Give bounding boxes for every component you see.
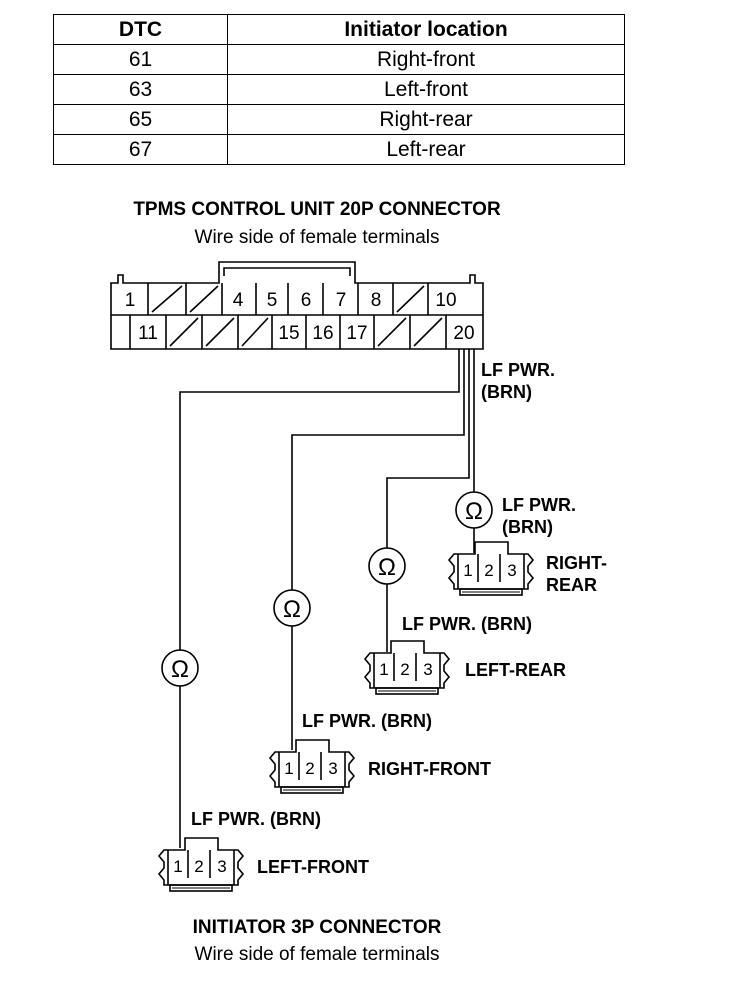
- ohmmeter-right-rear: [455, 491, 493, 529]
- pin-label: 2: [400, 660, 409, 679]
- initiator-connector-right-front: [268, 739, 356, 794]
- pin-label: 1: [173, 857, 182, 876]
- pin-label: 16: [312, 323, 333, 344]
- pin-label: 1: [284, 759, 293, 778]
- wire-label: (BRN): [502, 517, 553, 537]
- initiator-location: Left-rear: [227, 134, 625, 165]
- pin-label: 3: [328, 759, 337, 778]
- pin-label: 17: [346, 323, 367, 344]
- ohmmeter-left-front: [161, 649, 199, 687]
- pin-label: 5: [267, 290, 278, 311]
- pin-label: 1: [379, 660, 388, 679]
- location-label-left-rear: LEFT-REAR: [465, 660, 566, 680]
- control-unit-connector: [110, 261, 484, 350]
- wire-harness: [179, 349, 475, 848]
- column-header-initiator-location: Initiator location: [227, 14, 625, 45]
- pin-label: 10: [435, 290, 456, 311]
- initiator-location: Right-rear: [227, 104, 625, 135]
- pin-label: 3: [217, 857, 226, 876]
- pin-label: 1: [463, 561, 472, 580]
- wire-label: LF PWR.: [481, 360, 555, 380]
- pin-label: 2: [305, 759, 314, 778]
- wire-label: LF PWR. (BRN): [302, 711, 432, 731]
- table-row: 63 Left-front: [53, 74, 625, 105]
- wire-label: (BRN): [481, 382, 532, 402]
- column-header-dtc: DTC: [53, 14, 228, 45]
- pin-label: 3: [507, 561, 516, 580]
- table-header-row: DTC Initiator location: [53, 14, 625, 45]
- table-row: 65 Right-rear: [53, 104, 625, 135]
- table-row: 67 Left-rear: [53, 134, 625, 165]
- ohm-icon: Ω: [283, 596, 301, 623]
- ohm-icon: Ω: [171, 656, 189, 683]
- pin-label: 1: [125, 290, 136, 311]
- table-row: 61 Right-front: [53, 44, 625, 75]
- location-label-left-front: LEFT-FRONT: [257, 857, 369, 877]
- pin-label: 2: [484, 561, 493, 580]
- pin-label: 15: [278, 323, 299, 344]
- wire-label: LF PWR. (BRN): [402, 614, 532, 634]
- pin-label: 11: [138, 323, 158, 344]
- wire-label: LF PWR.: [502, 495, 576, 515]
- pin-label: 4: [233, 290, 244, 311]
- initiator-location: Right-front: [227, 44, 625, 75]
- location-label-right-front: RIGHT-FRONT: [368, 759, 491, 779]
- initiator-connector-left-front: [157, 837, 245, 892]
- ohmmeter-right-front: [273, 589, 311, 627]
- initiator-location: Left-front: [227, 74, 625, 105]
- wire-label: LF PWR. (BRN): [191, 809, 321, 829]
- initiator-connector-right-rear: [447, 541, 535, 596]
- initiator-connector-subtitle: Wire side of female terminals: [194, 944, 440, 965]
- pin-label: 20: [453, 323, 474, 344]
- dtc-table: DTC Initiator location 61 Right-front 63…: [53, 14, 625, 165]
- ohmmeter-left-rear: [368, 547, 406, 585]
- location-label-right-rear: RIGHT-: [546, 553, 607, 573]
- pin-label: 6: [301, 290, 312, 311]
- location-label-right-rear: REAR: [546, 575, 597, 595]
- pin-label: 2: [194, 857, 203, 876]
- pin-label: 7: [336, 290, 347, 311]
- ohm-icon: Ω: [378, 554, 396, 581]
- ohm-icon: Ω: [465, 498, 483, 525]
- dtc-code: 65: [53, 104, 228, 135]
- initiator-connector-title: INITIATOR 3P CONNECTOR: [192, 917, 442, 938]
- control-unit-subtitle: Wire side of female terminals: [194, 227, 440, 248]
- initiator-connector-left-rear: [363, 640, 451, 695]
- dtc-code: 67: [53, 134, 228, 165]
- control-unit-title: TPMS CONTROL UNIT 20P CONNECTOR: [133, 199, 501, 220]
- pin-label: 8: [371, 290, 382, 311]
- pin-label: 3: [423, 660, 432, 679]
